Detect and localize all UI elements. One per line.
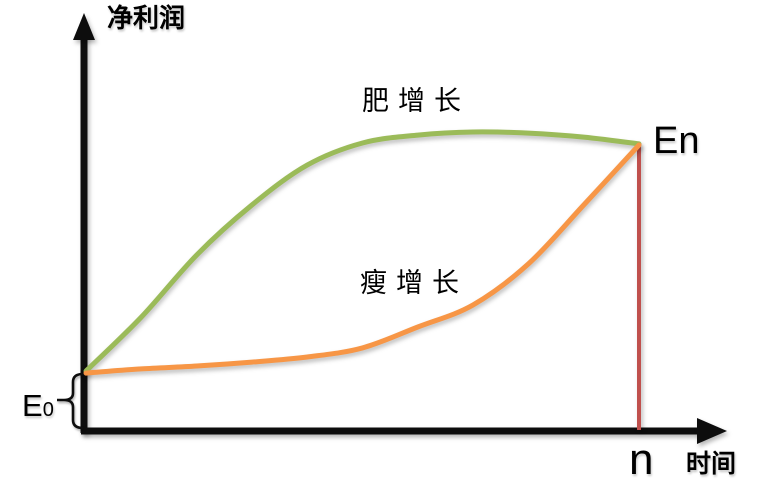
fat-growth-curve-label: 肥增长: [362, 86, 470, 117]
y-axis-label: 净利润: [107, 3, 186, 33]
fat-growth-curve: [83, 129, 642, 374]
x-axis-arrowhead-icon: [697, 418, 727, 444]
x-axis-label: 时间: [686, 450, 737, 478]
en-value-label: En: [653, 120, 700, 162]
thin-growth-curve: [83, 142, 642, 376]
e0-subscript-text: 0: [42, 399, 54, 421]
e0-brace: [57, 372, 84, 430]
n-tick-label: n: [629, 435, 654, 484]
thin-growth-curve-label: 瘦增长: [360, 268, 468, 299]
e0-value-label: E0: [22, 390, 54, 421]
e0-main-text: E: [22, 388, 43, 423]
y-axis-arrowhead-icon: [73, 13, 95, 40]
